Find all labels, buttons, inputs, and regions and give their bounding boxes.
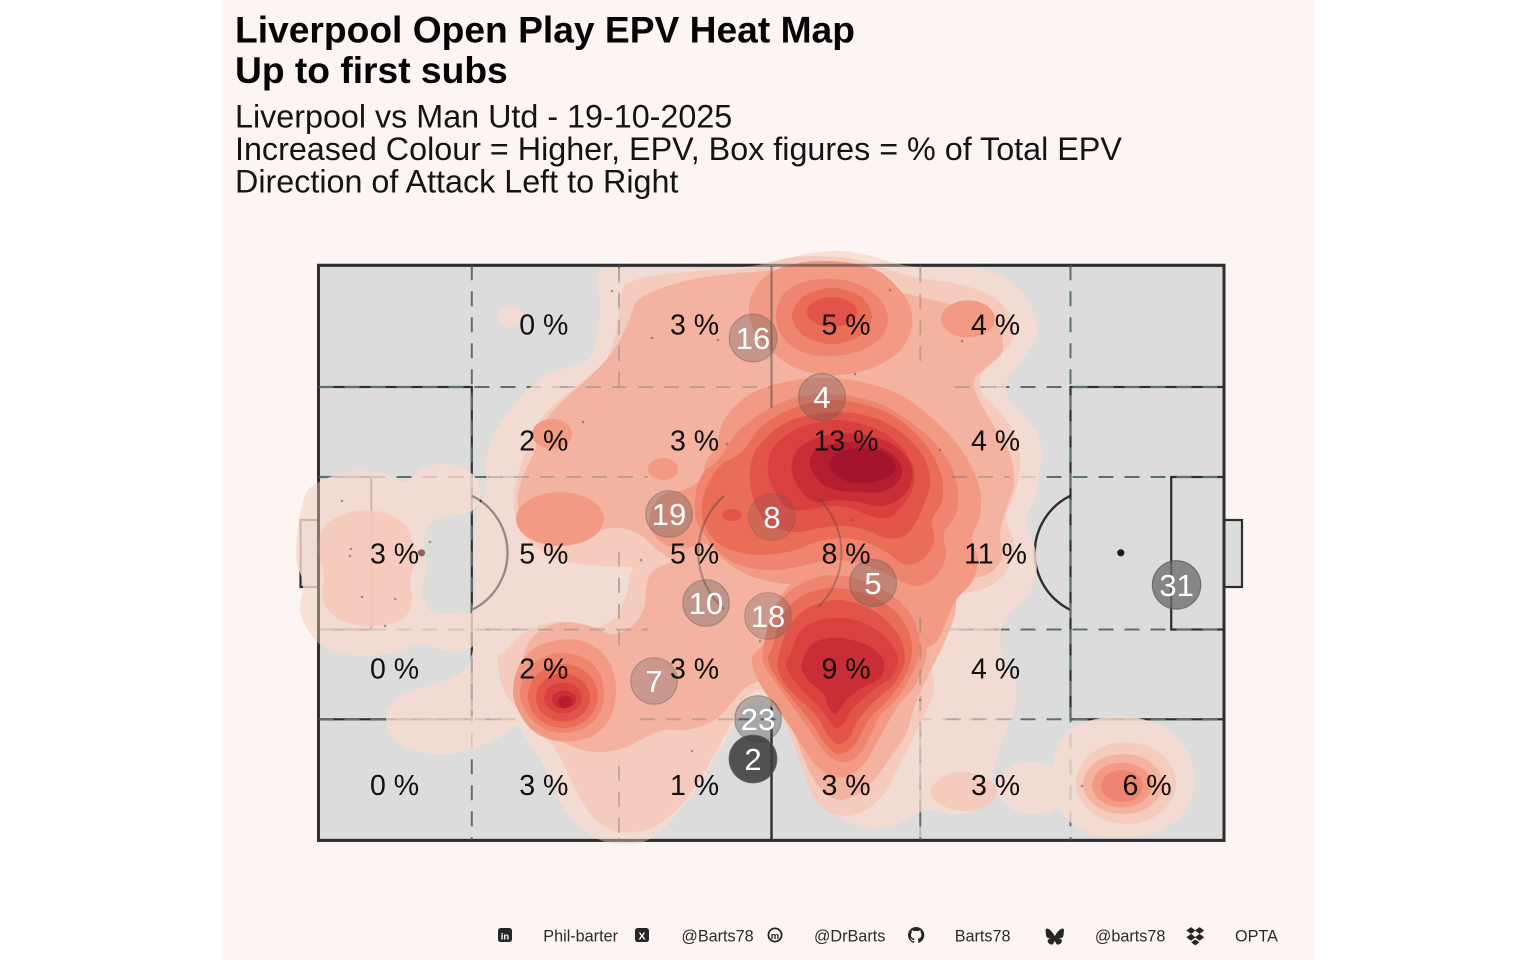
svg-text:Liverpool vs Man Utd - 19-10-2: Liverpool vs Man Utd - 19-10-2025 bbox=[235, 98, 732, 134]
svg-text:8 %: 8 % bbox=[821, 539, 870, 571]
svg-text:5 %: 5 % bbox=[821, 310, 870, 342]
svg-text:3 %: 3 % bbox=[821, 770, 870, 802]
svg-text:1 %: 1 % bbox=[670, 770, 719, 802]
svg-text:2 %: 2 % bbox=[519, 654, 568, 686]
svg-text:4 %: 4 % bbox=[971, 310, 1020, 342]
svg-text:16: 16 bbox=[736, 321, 770, 356]
svg-text:4 %: 4 % bbox=[971, 426, 1020, 458]
svg-text:2: 2 bbox=[744, 742, 761, 777]
svg-text:@Barts78: @Barts78 bbox=[681, 927, 753, 945]
svg-text:19: 19 bbox=[652, 497, 686, 532]
svg-text:@barts78: @barts78 bbox=[1095, 927, 1165, 945]
svg-text:0 %: 0 % bbox=[370, 654, 419, 686]
svg-text:8: 8 bbox=[763, 500, 780, 535]
svg-text:Liverpool Open Play EPV Heat M: Liverpool Open Play EPV Heat Map bbox=[235, 8, 855, 50]
svg-text:5 %: 5 % bbox=[519, 539, 568, 571]
svg-text:5 %: 5 % bbox=[670, 539, 719, 571]
svg-text:5: 5 bbox=[864, 566, 881, 601]
svg-text:18: 18 bbox=[751, 599, 785, 634]
svg-text:OPTA: OPTA bbox=[1235, 927, 1278, 945]
svg-text:0 %: 0 % bbox=[519, 310, 568, 342]
svg-text:m: m bbox=[771, 931, 779, 942]
svg-text:Increased Colour = Higher, EPV: Increased Colour = Higher, EPV, Box figu… bbox=[235, 131, 1122, 167]
svg-text:3 %: 3 % bbox=[670, 310, 719, 342]
svg-text:4 %: 4 % bbox=[971, 654, 1020, 686]
svg-text:7: 7 bbox=[645, 664, 662, 699]
svg-text:Barts78: Barts78 bbox=[955, 927, 1011, 945]
svg-text:Phil-barter: Phil-barter bbox=[543, 927, 618, 945]
svg-text:23: 23 bbox=[741, 702, 775, 737]
svg-text:@DrBarts: @DrBarts bbox=[814, 927, 885, 945]
svg-text:10: 10 bbox=[689, 586, 723, 621]
svg-text:X: X bbox=[638, 930, 645, 942]
svg-text:2 %: 2 % bbox=[519, 426, 568, 458]
svg-text:Up to first subs: Up to first subs bbox=[235, 49, 508, 91]
svg-text:31: 31 bbox=[1159, 568, 1193, 603]
svg-text:3 %: 3 % bbox=[519, 770, 568, 802]
svg-text:9 %: 9 % bbox=[821, 654, 870, 686]
svg-text:3 %: 3 % bbox=[971, 770, 1020, 802]
svg-text:in: in bbox=[501, 932, 510, 943]
svg-text:11 %: 11 % bbox=[964, 539, 1027, 571]
svg-text:6 %: 6 % bbox=[1122, 770, 1171, 802]
svg-text:13 %: 13 % bbox=[814, 426, 879, 458]
svg-text:3 %: 3 % bbox=[670, 426, 719, 458]
svg-text:4: 4 bbox=[813, 380, 830, 415]
svg-text:3 %: 3 % bbox=[370, 539, 419, 571]
svg-text:0 %: 0 % bbox=[370, 770, 419, 802]
svg-text:Direction of Attack Left to Ri: Direction of Attack Left to Right bbox=[235, 164, 678, 200]
svg-text:3 %: 3 % bbox=[670, 654, 719, 686]
